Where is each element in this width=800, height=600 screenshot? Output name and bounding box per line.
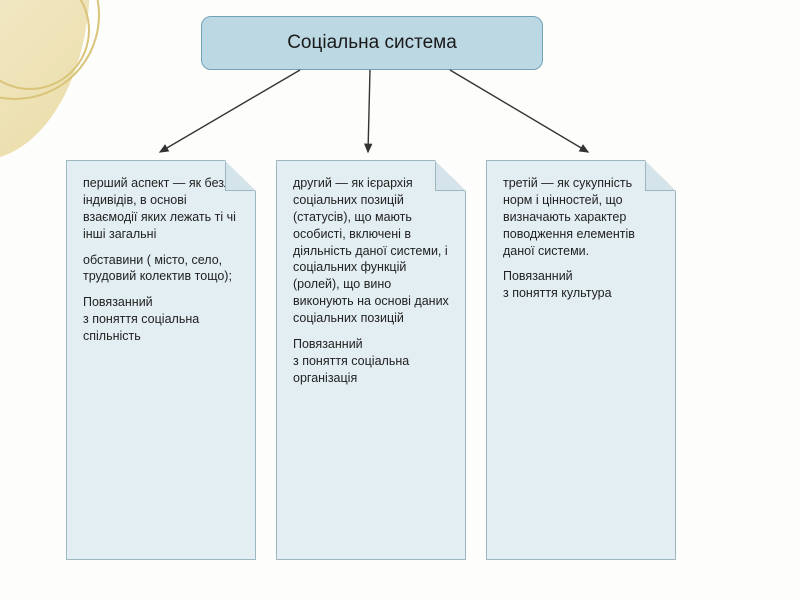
card-paragraph: обставини ( місто, село, трудовий колект… [83, 252, 241, 286]
aspect-card-2: другий — як ієрархія соціальних позицій … [276, 160, 466, 560]
card-related: Повязаннийз поняття соціальна організаці… [293, 336, 451, 387]
card-related-line: Повязанний [83, 294, 241, 311]
aspect-card-3: третій — як сукупність норм і цінностей,… [486, 160, 676, 560]
arrow-line [160, 70, 300, 152]
card-paragraph: третій — як сукупність норм і цінностей,… [503, 175, 661, 259]
card-related-line: Повязанний [293, 336, 451, 353]
card-paragraph: другий — як ієрархія соціальних позицій … [293, 175, 451, 327]
decor-circle [0, 0, 90, 90]
card-related-line: з поняття культура [503, 285, 661, 302]
arrow-line [450, 70, 588, 152]
card-related: Повязаннийз поняття соціальна спільність [83, 294, 241, 345]
card-related: Повязаннийз поняття культура [503, 268, 661, 302]
card-related-line: з поняття соціальна організація [293, 353, 451, 387]
card-related-line: з поняття соціальна спільність [83, 311, 241, 345]
title-box: Соціальна система [201, 16, 543, 70]
aspect-card-1: перший аспект — як безліч індивідів, в о… [66, 160, 256, 560]
title-text: Соціальна система [287, 32, 457, 54]
card-related-line: Повязанний [503, 268, 661, 285]
arrow-line [368, 70, 370, 152]
card-paragraph: перший аспект — як безліч індивідів, в о… [83, 175, 241, 243]
